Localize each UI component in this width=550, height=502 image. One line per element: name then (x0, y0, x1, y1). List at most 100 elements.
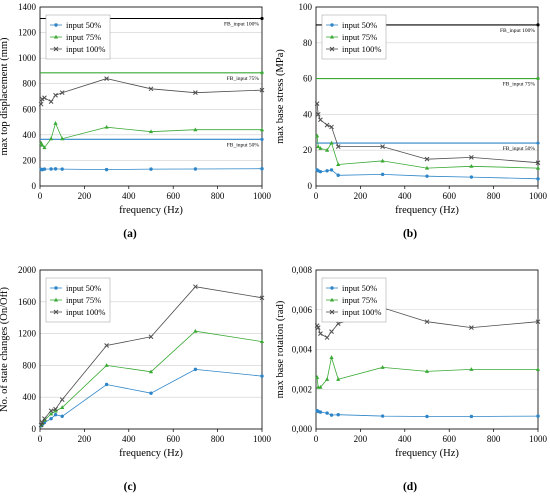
legend-entry: input 100% (342, 44, 381, 54)
x-tick-label: 1000 (529, 434, 548, 444)
plot-frame (39, 6, 263, 187)
x-tick-label: 200 (78, 434, 92, 444)
data-point (38, 101, 44, 107)
data-point (329, 124, 334, 130)
data-point (49, 411, 54, 416)
legend-entry: input 100% (66, 307, 105, 317)
reference-line-marker (260, 137, 264, 141)
panel-caption: (b) (403, 228, 417, 240)
data-point (193, 127, 198, 132)
reference-line-label: FB_input 100% (500, 28, 535, 34)
y-tick-label: 800 (23, 360, 37, 370)
legend-marker (54, 286, 58, 290)
legend: input 50% input 75% input 100% (45, 277, 111, 323)
x-axis-label: frequency (Hz) (119, 448, 183, 459)
x-axis-label: frequency (Hz) (395, 205, 459, 216)
data-point (380, 414, 385, 418)
reference-line-label: FB_input 50% (503, 146, 536, 152)
reference-line-marker (536, 23, 540, 27)
x-tick-label: 1000 (253, 434, 272, 444)
x-axis-label: frequency (Hz) (395, 448, 459, 459)
data-point (380, 365, 385, 369)
data-point (336, 377, 341, 381)
y-tick-label: 1000 (18, 53, 37, 63)
y-tick-label: 0,000 (292, 424, 313, 434)
legend: input 50% input 75% input 100% (321, 277, 387, 323)
reference-line-marker (260, 16, 264, 21)
data-point (104, 363, 109, 367)
data-point (315, 375, 320, 379)
x-tick-label: 200 (354, 434, 368, 444)
legend-entry: input 50% (66, 20, 101, 30)
data-point (48, 408, 54, 414)
y-tick-label: 0,004 (292, 345, 313, 355)
x-tick-label: 800 (487, 434, 501, 444)
data-point (469, 325, 474, 330)
panel-caption: (a) (123, 228, 137, 240)
data-point (318, 384, 323, 389)
legend-box (321, 277, 387, 323)
data-point (39, 419, 45, 425)
y-axis-label: max base stress (MPa) (275, 49, 286, 144)
reference-line-label: FB_input 100% (224, 22, 259, 28)
data-point (42, 167, 47, 171)
x-tick-label: 800 (211, 191, 225, 201)
x-tick-label: 400 (122, 191, 136, 201)
data-point (193, 167, 198, 171)
data-point (318, 146, 323, 150)
reference-line-marker (536, 77, 540, 81)
y-tick-label: 1200 (18, 329, 37, 339)
data-point (193, 367, 198, 372)
data-point (318, 169, 323, 174)
data-point (148, 369, 154, 374)
data-point (104, 167, 109, 172)
data-point (315, 133, 320, 138)
data-point (53, 121, 58, 125)
data-point (329, 168, 334, 172)
legend-entry: input 50% (66, 283, 101, 293)
x-axis-label: frequency (Hz) (119, 205, 183, 216)
x-tick-label: 1000 (529, 191, 548, 201)
x-tick-label: 400 (398, 434, 412, 444)
data-point (535, 165, 541, 170)
y-tick-label: 2000 (18, 265, 37, 275)
data-point (324, 122, 330, 128)
data-point (536, 414, 540, 418)
legend-marker (329, 309, 335, 315)
data-point (315, 112, 321, 117)
data-point (38, 422, 44, 428)
data-point (335, 144, 341, 149)
legend-marker (53, 34, 59, 39)
data-point (259, 87, 265, 93)
legend-marker (330, 286, 334, 290)
x-tick-label: 0 (38, 434, 43, 444)
legend-entry: input 50% (342, 20, 377, 30)
data-point (380, 144, 385, 149)
legend-entry: input 100% (342, 307, 381, 317)
data-point (469, 155, 474, 160)
data-point (325, 169, 329, 173)
data-point (318, 117, 323, 123)
data-point (424, 165, 430, 170)
legend-marker (53, 46, 59, 52)
data-point (336, 412, 340, 417)
data-point (104, 124, 109, 129)
x-tick-label: 600 (166, 191, 180, 201)
data-point (469, 367, 474, 371)
y-tick-label: 400 (23, 130, 37, 140)
y-tick-label: 1600 (18, 297, 37, 307)
reference-line-marker (536, 141, 540, 145)
data-point (324, 335, 330, 340)
legend-entry: input 50% (342, 283, 377, 293)
data-point (536, 177, 540, 181)
y-tick-label: 400 (23, 392, 37, 402)
data-point (148, 86, 154, 92)
data-point (48, 99, 54, 104)
series-line (316, 103, 539, 164)
data-point (53, 167, 58, 171)
data-point (329, 140, 334, 145)
y-tick-label: 20 (303, 145, 313, 155)
data-point (329, 329, 334, 334)
legend-marker (329, 46, 335, 52)
y-tick-label: 0,008 (292, 265, 313, 275)
